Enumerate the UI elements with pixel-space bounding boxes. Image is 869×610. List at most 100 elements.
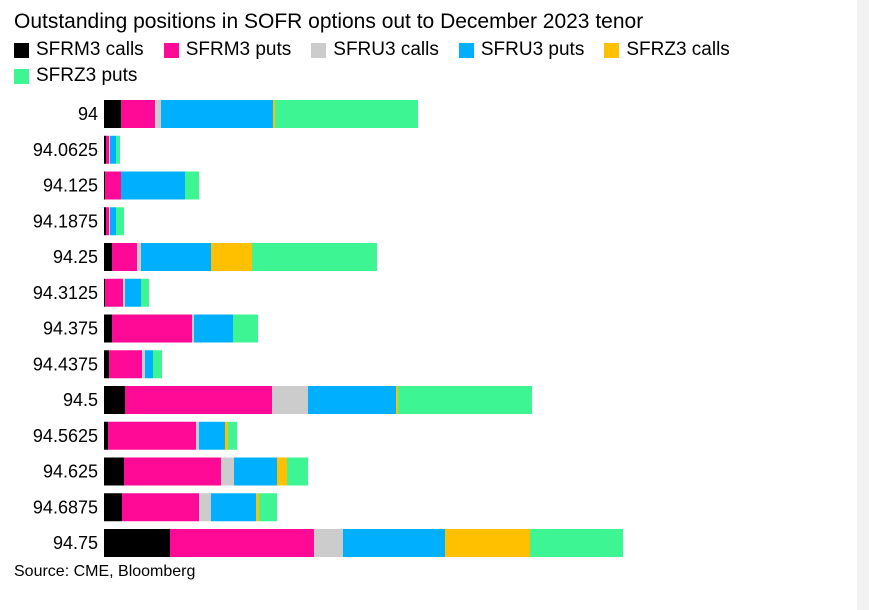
- bar-segment: [228, 421, 237, 450]
- page-edge: [857, 0, 869, 610]
- category-label: 94.25: [53, 247, 98, 267]
- legend-label: SFRM3 puts: [185, 39, 292, 60]
- bar-segment: [137, 243, 141, 271]
- bar-segment: [161, 100, 273, 128]
- bar-segment: [530, 529, 623, 557]
- category-label: 94.6875: [33, 497, 98, 517]
- bar-segment: [145, 350, 153, 379]
- bar-segment: [221, 457, 234, 486]
- bar-segment: [314, 529, 343, 557]
- legend-item: SFRZ3 puts: [14, 64, 137, 88]
- bar-segment: [185, 171, 199, 200]
- bar-segment: [112, 243, 137, 271]
- category-label: 94.5: [63, 390, 98, 410]
- legend-label: SFRU3 calls: [333, 39, 439, 60]
- legend-item: SFRU3 calls: [311, 38, 439, 62]
- bar-segment: [121, 100, 155, 128]
- bar-segment: [256, 493, 259, 522]
- bar-segment: [308, 386, 396, 414]
- bar-segment: [170, 529, 314, 557]
- bar-segment: [108, 421, 196, 450]
- bar-segment: [199, 493, 211, 522]
- bar-segment: [110, 207, 116, 236]
- bar-segment: [122, 493, 199, 522]
- category-label: 94.0625: [33, 140, 98, 160]
- bar-segment: [396, 386, 398, 414]
- category-label: 94.3125: [33, 283, 98, 303]
- bar-segment: [104, 386, 125, 414]
- bar-segment: [196, 421, 199, 450]
- bar-segment: [121, 171, 185, 200]
- bar-segment: [343, 529, 445, 557]
- bar-segment: [192, 314, 194, 343]
- bar-segment: [211, 493, 256, 522]
- legend-swatch: [14, 42, 29, 58]
- bar-segment: [194, 314, 233, 343]
- bar-segment: [275, 100, 418, 128]
- bar-segment: [109, 350, 142, 379]
- chart-title: Outstanding positions in SOFR options ou…: [14, 10, 644, 33]
- bar-segment: [104, 278, 105, 307]
- legend-swatch: [14, 68, 29, 84]
- bar-segment: [104, 100, 121, 128]
- bar-segment: [104, 314, 112, 343]
- bar-segment: [104, 171, 105, 200]
- bar-segment: [211, 243, 252, 271]
- bar-segment: [105, 278, 123, 307]
- bar-segment: [141, 278, 149, 307]
- bar-segment: [104, 421, 108, 450]
- category-label: 94.375: [43, 319, 98, 339]
- bar-segment: [104, 207, 106, 236]
- chart-plot-area: 94 94.0625 94.125 94.1875 94.25 94.3125 94.375…: [33, 100, 623, 557]
- legend-item: SFRU3 puts: [458, 38, 585, 62]
- category-label: 94.4375: [33, 354, 98, 374]
- bar-segment: [112, 314, 192, 343]
- bar-segment: [105, 171, 121, 200]
- category-label: 94.125: [43, 176, 98, 196]
- category-label: 94.75: [53, 533, 98, 553]
- bar-segment: [106, 207, 109, 236]
- bar-segment: [252, 243, 377, 271]
- legend-item: SFRM3 calls: [14, 38, 144, 62]
- bar-segment: [277, 457, 287, 486]
- bar-segment: [259, 493, 277, 522]
- bar-segment: [398, 386, 532, 414]
- category-label: 94.5625: [33, 426, 98, 446]
- bar-segment: [234, 457, 277, 486]
- bar-segment: [123, 278, 125, 307]
- bar-segment: [273, 100, 275, 128]
- bar-segment: [104, 529, 170, 557]
- legend-item: SFRZ3 calls: [604, 38, 730, 62]
- bar-segment: [125, 278, 141, 307]
- legend-label: SFRZ3 puts: [36, 65, 138, 86]
- legend-label: SFRZ3 calls: [626, 39, 730, 60]
- legend-swatch: [163, 42, 179, 58]
- bar-segment: [272, 386, 308, 414]
- bar-segment: [225, 421, 228, 450]
- bar-segment: [287, 457, 308, 486]
- bar-segment: [116, 207, 124, 236]
- bar-segment: [104, 135, 106, 164]
- bar-segment: [125, 386, 272, 414]
- bar-segment: [104, 493, 122, 522]
- chart-legend: SFRM3 calls SFRM3 puts SFRU3 calls SFRU3 pu…: [14, 38, 844, 88]
- bar-segment: [109, 135, 110, 164]
- legend-swatch: [604, 42, 620, 58]
- legend-label: SFRM3 calls: [36, 39, 144, 60]
- bar-segment: [233, 314, 258, 343]
- chart-source: Source: CME, Bloomberg: [14, 563, 196, 580]
- bar-segment: [109, 207, 110, 236]
- bar-segment: [142, 350, 145, 379]
- bar-segment: [124, 457, 221, 486]
- bar-segment: [104, 243, 112, 271]
- bar-segment: [116, 135, 120, 164]
- category-label: 94: [78, 104, 98, 124]
- legend-label: SFRU3 puts: [480, 39, 585, 60]
- legend-swatch: [458, 42, 474, 58]
- legend-item: SFRM3 puts: [163, 38, 292, 62]
- bar-segment: [106, 135, 109, 164]
- legend-swatch: [311, 42, 327, 58]
- bar-segment: [155, 100, 161, 128]
- bar-segment: [445, 529, 530, 557]
- category-label: 94.625: [43, 462, 98, 482]
